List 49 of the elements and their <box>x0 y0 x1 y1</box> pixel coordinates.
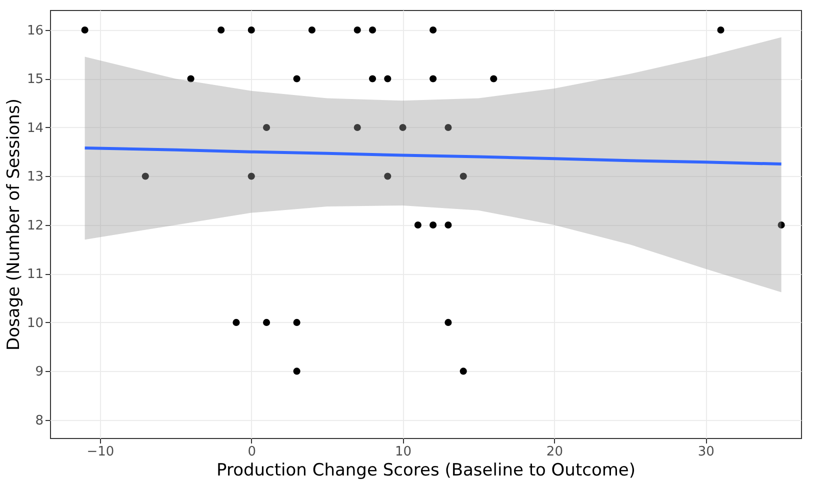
point <box>293 75 300 82</box>
point <box>444 221 452 229</box>
point <box>354 124 361 132</box>
y-tick-label: 10 <box>26 316 44 331</box>
x-tick-label: 10 <box>395 444 412 460</box>
point <box>232 318 240 326</box>
line-series <box>83 146 783 166</box>
point <box>430 26 437 34</box>
point <box>444 124 452 132</box>
point <box>81 26 88 34</box>
x-axis-title: Production Change Scores (Baseline to Outcome) <box>216 460 636 480</box>
point <box>490 75 498 82</box>
y-tick-label: 12 <box>26 218 44 234</box>
point <box>293 318 300 326</box>
x-tick-label: 30 <box>698 444 714 460</box>
point <box>384 75 392 82</box>
y-tick-label: 8 <box>35 413 44 428</box>
x-tick-label: −10 <box>86 444 114 460</box>
y-tick-label: 13 <box>26 170 44 185</box>
point <box>354 26 361 34</box>
y-tick-label: 9 <box>35 364 44 380</box>
point <box>414 221 422 229</box>
point <box>399 124 406 132</box>
point <box>368 75 376 82</box>
point <box>430 221 437 229</box>
y-tick-label: 15 <box>26 72 44 88</box>
point <box>293 368 300 375</box>
point <box>142 172 149 180</box>
point <box>384 172 392 180</box>
point <box>308 26 316 34</box>
point <box>368 26 376 34</box>
point <box>262 318 270 326</box>
point <box>248 172 255 180</box>
point <box>248 26 255 34</box>
point <box>717 26 724 34</box>
point <box>778 221 785 229</box>
y-tick-label: 14 <box>26 120 44 136</box>
point <box>187 75 194 82</box>
y-tick-label: 16 <box>26 23 44 38</box>
y-axis-title: Dosage (Number of Sessions) <box>4 98 24 350</box>
x-tick-label: 0 <box>248 444 256 460</box>
point <box>430 75 437 82</box>
point <box>444 318 452 326</box>
y-tick-label: 11 <box>26 267 44 282</box>
x-tick-label: 20 <box>546 444 563 460</box>
point <box>460 368 467 375</box>
point <box>262 124 270 132</box>
point <box>218 26 225 34</box>
point <box>460 172 467 180</box>
